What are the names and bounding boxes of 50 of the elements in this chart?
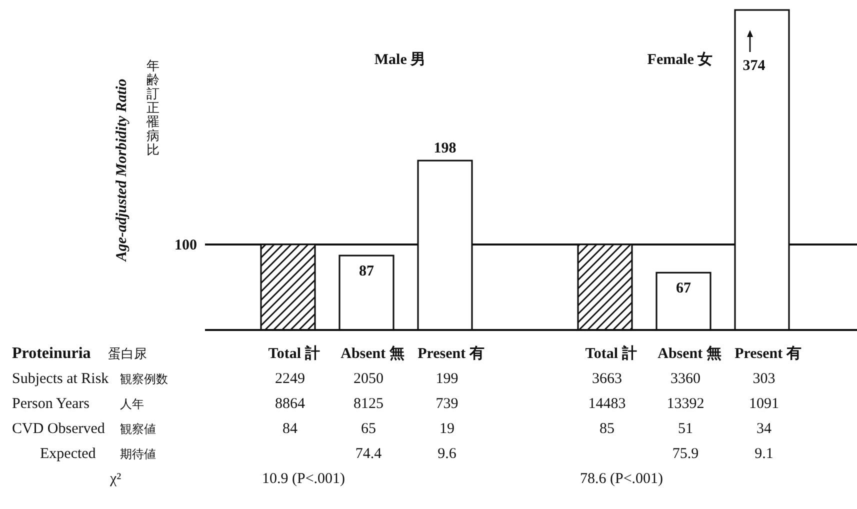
x-tick-label: Total 計 (268, 345, 320, 362)
text: 84 (282, 421, 298, 437)
text: 3360 (670, 371, 700, 387)
text: 51 (678, 421, 693, 437)
text: 蛋白尿 (108, 346, 147, 361)
text: 10.9 (P<.001) (262, 471, 346, 487)
text: Expected (40, 446, 96, 462)
text: 8125 (354, 396, 384, 412)
x-tick-label: Absent 無 (340, 345, 404, 362)
text: 13392 (666, 396, 704, 412)
data-label: 67 (676, 280, 692, 297)
text: Subjects at Risk (12, 371, 110, 387)
text: 78.6 (P<.001) (580, 471, 664, 487)
text: 9.6 (438, 446, 457, 462)
text: 2249 (275, 371, 305, 387)
text: 期待値 (120, 447, 156, 461)
text: 8864 (275, 396, 306, 412)
text: 303 (752, 371, 776, 387)
x-tick-label: Present 有 (734, 345, 802, 362)
text: CVD Observed (12, 421, 106, 437)
text: 75.9 (672, 446, 699, 462)
ref-line-label: 100 (174, 237, 197, 254)
text: Person Years (12, 396, 90, 412)
text: 74.4 (355, 446, 382, 462)
text: 199 (436, 371, 458, 387)
text: χ² (109, 471, 122, 487)
data-label: 87 (359, 264, 374, 280)
text: 85 (600, 421, 614, 437)
x-tick-label: Present 有 (418, 345, 484, 362)
data-label: 198 (434, 140, 456, 157)
text: 人年 (120, 397, 144, 411)
text: 19 (440, 421, 454, 437)
text: 年齢訂正罹病比 (146, 58, 160, 157)
data-label: 374 (742, 58, 766, 74)
text: 観察例数 (120, 372, 168, 386)
text: 2050 (354, 371, 384, 387)
y-axis-title: Age-adjusted Morbidity Ratio (114, 78, 130, 262)
text: 65 (361, 421, 376, 437)
x-tick-label: Absent 無 (658, 345, 722, 362)
text: 9.1 (754, 446, 774, 462)
text: Proteinuria (12, 345, 91, 362)
annotation: Male 男 (374, 51, 426, 68)
text: 739 (436, 396, 458, 412)
text: 34 (756, 421, 772, 437)
text: 観察値 (120, 422, 156, 436)
text: 14483 (588, 396, 626, 412)
x-tick-label: Total 計 (585, 345, 637, 362)
text: 3663 (592, 371, 622, 387)
text: 1091 (749, 396, 779, 412)
annotation: Female 女 (647, 51, 713, 68)
